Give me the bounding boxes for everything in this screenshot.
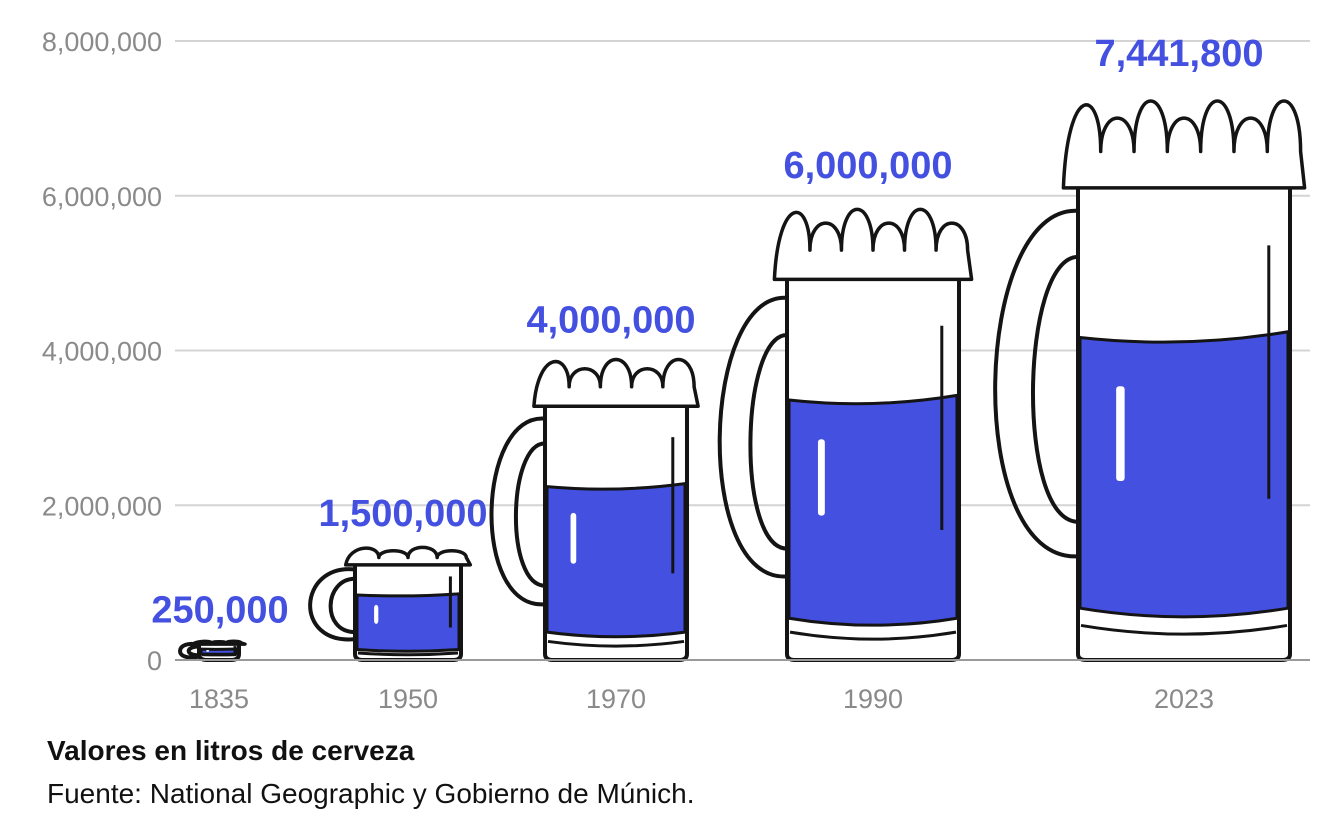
mug-highlight bbox=[206, 650, 210, 652]
mug-base bbox=[1080, 623, 1288, 636]
mug-beer bbox=[545, 481, 687, 639]
source-note: Fuente: National Geographic y Gobierno d… bbox=[47, 778, 695, 809]
mug-1990 bbox=[717, 207, 974, 662]
x-tick-label: 1950 bbox=[378, 684, 438, 714]
mug-foam bbox=[1061, 99, 1307, 190]
x-axis-ticks: 1835 1950 1970 1990 2023 bbox=[189, 684, 1214, 714]
y-tick-label: 2,000,000 bbox=[42, 491, 162, 521]
value-label: 6,000,000 bbox=[783, 145, 952, 187]
x-tick-label: 1835 bbox=[189, 684, 249, 714]
mug-1950 bbox=[308, 545, 473, 662]
y-tick-label: 6,000,000 bbox=[42, 182, 162, 212]
beer-mugs bbox=[178, 99, 1307, 662]
mug-foam bbox=[772, 207, 974, 282]
mug-highlight bbox=[817, 439, 825, 516]
mug-highlight bbox=[1116, 386, 1125, 481]
mug-foam bbox=[191, 639, 247, 646]
mug-1835 bbox=[178, 639, 247, 662]
value-label: 7,441,800 bbox=[1094, 33, 1263, 75]
value-labels: 250,000 1,500,000 4,000,000 6,000,000 7,441,… bbox=[151, 33, 1263, 631]
mug-highlight bbox=[570, 512, 577, 564]
units-note: Valores en litros de cerveza bbox=[47, 735, 415, 766]
mug-foam bbox=[532, 358, 700, 408]
mug-base bbox=[547, 639, 685, 648]
mug-handle bbox=[717, 295, 788, 579]
mug-base bbox=[357, 651, 459, 657]
mug-beer bbox=[787, 393, 959, 627]
y-tick-label: 4,000,000 bbox=[42, 337, 162, 367]
x-tick-label: 2023 bbox=[1154, 684, 1214, 714]
mug-handle bbox=[308, 567, 356, 642]
chart-area: 0 2,000,000 4,000,000 6,000,000 8,000,000 18… bbox=[42, 27, 1310, 714]
y-tick-label: 0 bbox=[147, 646, 162, 676]
mug-foam bbox=[343, 545, 473, 567]
x-tick-label: 1970 bbox=[586, 684, 646, 714]
y-axis-ticks: 0 2,000,000 4,000,000 6,000,000 8,000,000 bbox=[42, 27, 162, 676]
mug-base bbox=[789, 630, 957, 641]
value-label: 250,000 bbox=[151, 590, 288, 632]
mug-beer bbox=[355, 592, 461, 653]
mug-handle bbox=[993, 208, 1079, 559]
mug-beer bbox=[1078, 330, 1290, 619]
value-label: 1,500,000 bbox=[318, 493, 487, 535]
x-tick-label: 1990 bbox=[843, 684, 903, 714]
mug-handle bbox=[178, 641, 200, 660]
y-tick-label: 8,000,000 bbox=[42, 27, 162, 57]
mug-handle bbox=[489, 416, 546, 607]
mug-2023 bbox=[993, 99, 1307, 662]
mug-highlight bbox=[374, 604, 379, 624]
value-label: 4,000,000 bbox=[526, 300, 695, 342]
mug-1970 bbox=[489, 358, 700, 662]
